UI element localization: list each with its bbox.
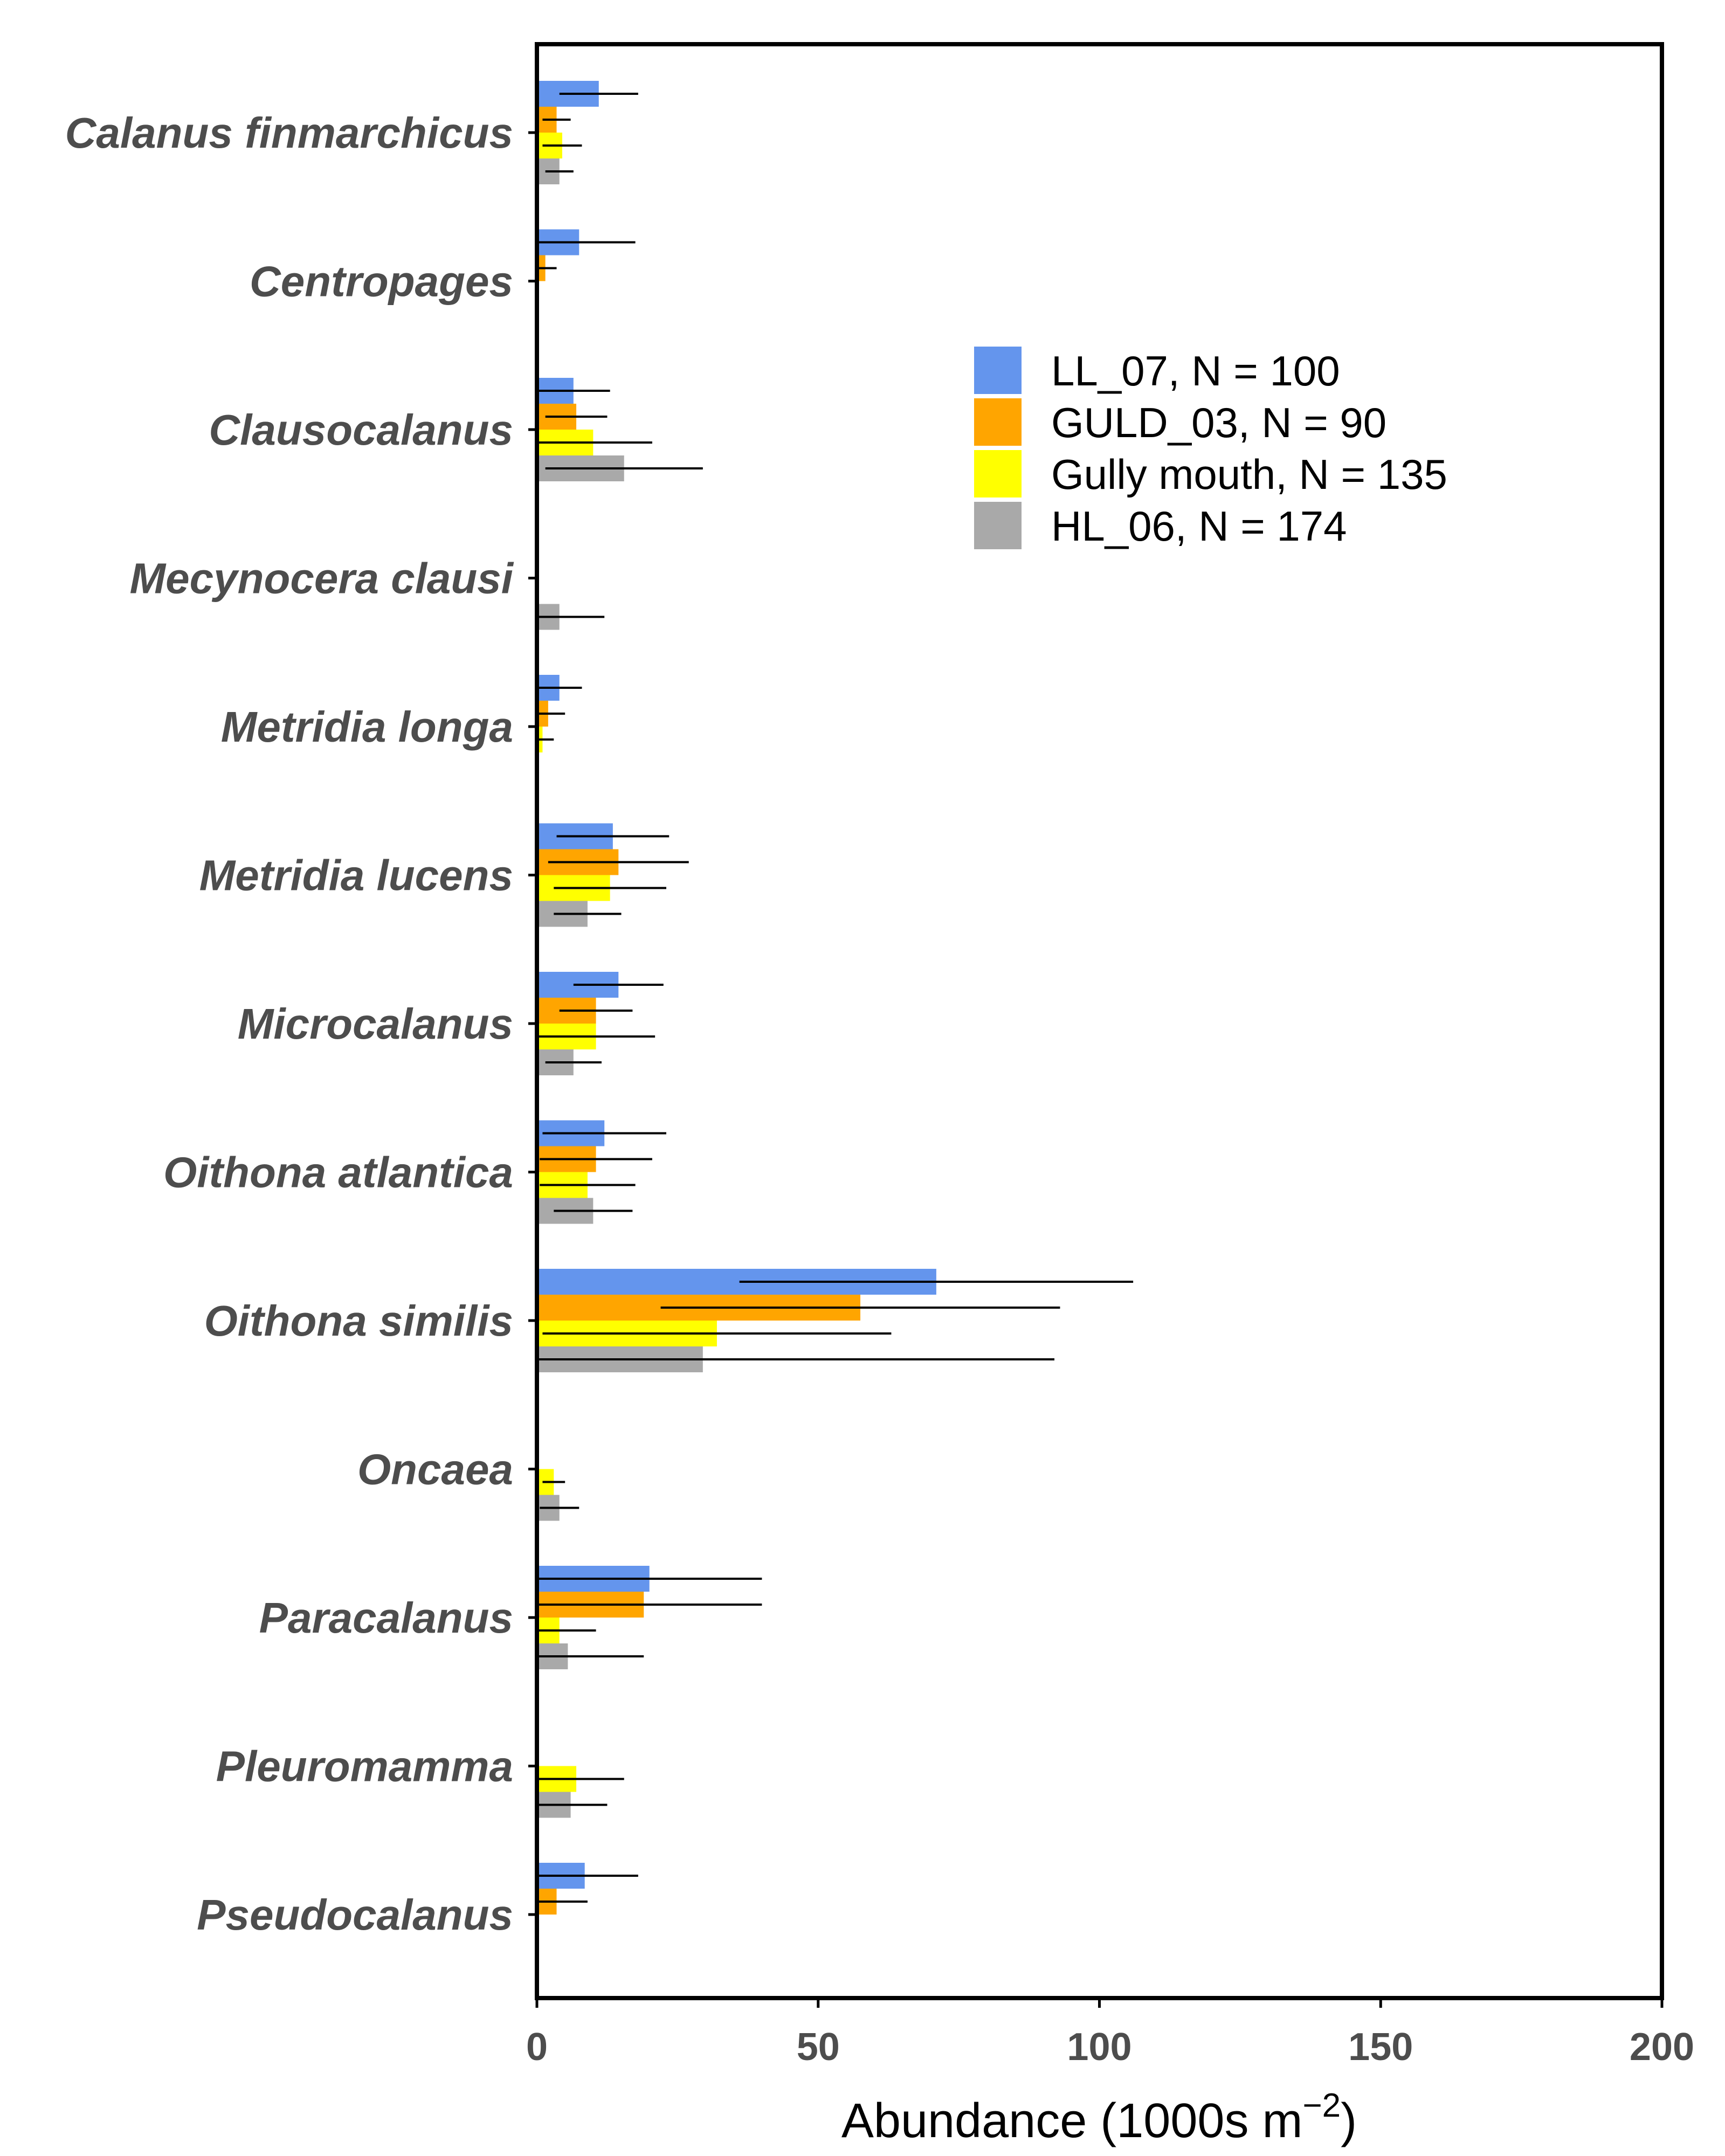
y-tick-label: Paracalanus bbox=[259, 1594, 513, 1642]
plot-panel-border bbox=[535, 42, 1664, 2000]
axes: Calanus finmarchicus Centropages Clausocal… bbox=[65, 109, 1694, 2069]
x-tick-label: 150 bbox=[1348, 2026, 1413, 2069]
x-axis-title: Abundance (1000s m−2) bbox=[841, 2087, 1357, 2148]
x-tick-label: 50 bbox=[797, 2026, 840, 2069]
y-tick-label: Pseudocalanus bbox=[197, 1891, 513, 1939]
x-axis-title-text: Abundance (1000s m bbox=[841, 2094, 1303, 2148]
legend-swatch bbox=[974, 347, 1022, 394]
legend-label: GULD_03, N = 90 bbox=[1051, 399, 1386, 446]
legend-label: LL_07, N = 100 bbox=[1051, 347, 1340, 395]
y-tick-label: Microcalanus bbox=[238, 1000, 513, 1048]
legend-swatch bbox=[974, 398, 1022, 446]
x-axis-title-superscript: −2 bbox=[1302, 2087, 1341, 2124]
y-tick-label: Mecynocera clausi bbox=[130, 555, 514, 603]
y-tick-label: Pleuromamma bbox=[216, 1743, 513, 1791]
y-tick-label: Centropages bbox=[250, 258, 513, 306]
y-tick-label: Oncaea bbox=[357, 1446, 513, 1494]
legend-swatch bbox=[974, 502, 1022, 549]
legend-label: HL_06, N = 174 bbox=[1051, 502, 1347, 550]
plot-area bbox=[537, 81, 1134, 1915]
y-tick-label: Oithona atlantica bbox=[163, 1149, 513, 1197]
y-tick-label: Oithona similis bbox=[204, 1297, 513, 1345]
x-tick-label: 0 bbox=[526, 2026, 548, 2069]
legend-swatch bbox=[974, 450, 1022, 497]
x-tick-label: 200 bbox=[1630, 2026, 1694, 2069]
y-tick-label: Metridia lucens bbox=[199, 852, 513, 900]
x-axis-title-suffix: ) bbox=[1341, 2094, 1357, 2148]
x-tick-label: 100 bbox=[1067, 2026, 1131, 2069]
legend-label: Gully mouth, N = 135 bbox=[1051, 451, 1447, 498]
y-tick-label: Clausocalanus bbox=[209, 406, 513, 454]
y-tick-label: Calanus finmarchicus bbox=[65, 109, 513, 157]
y-tick-label: Metridia longa bbox=[221, 703, 513, 751]
